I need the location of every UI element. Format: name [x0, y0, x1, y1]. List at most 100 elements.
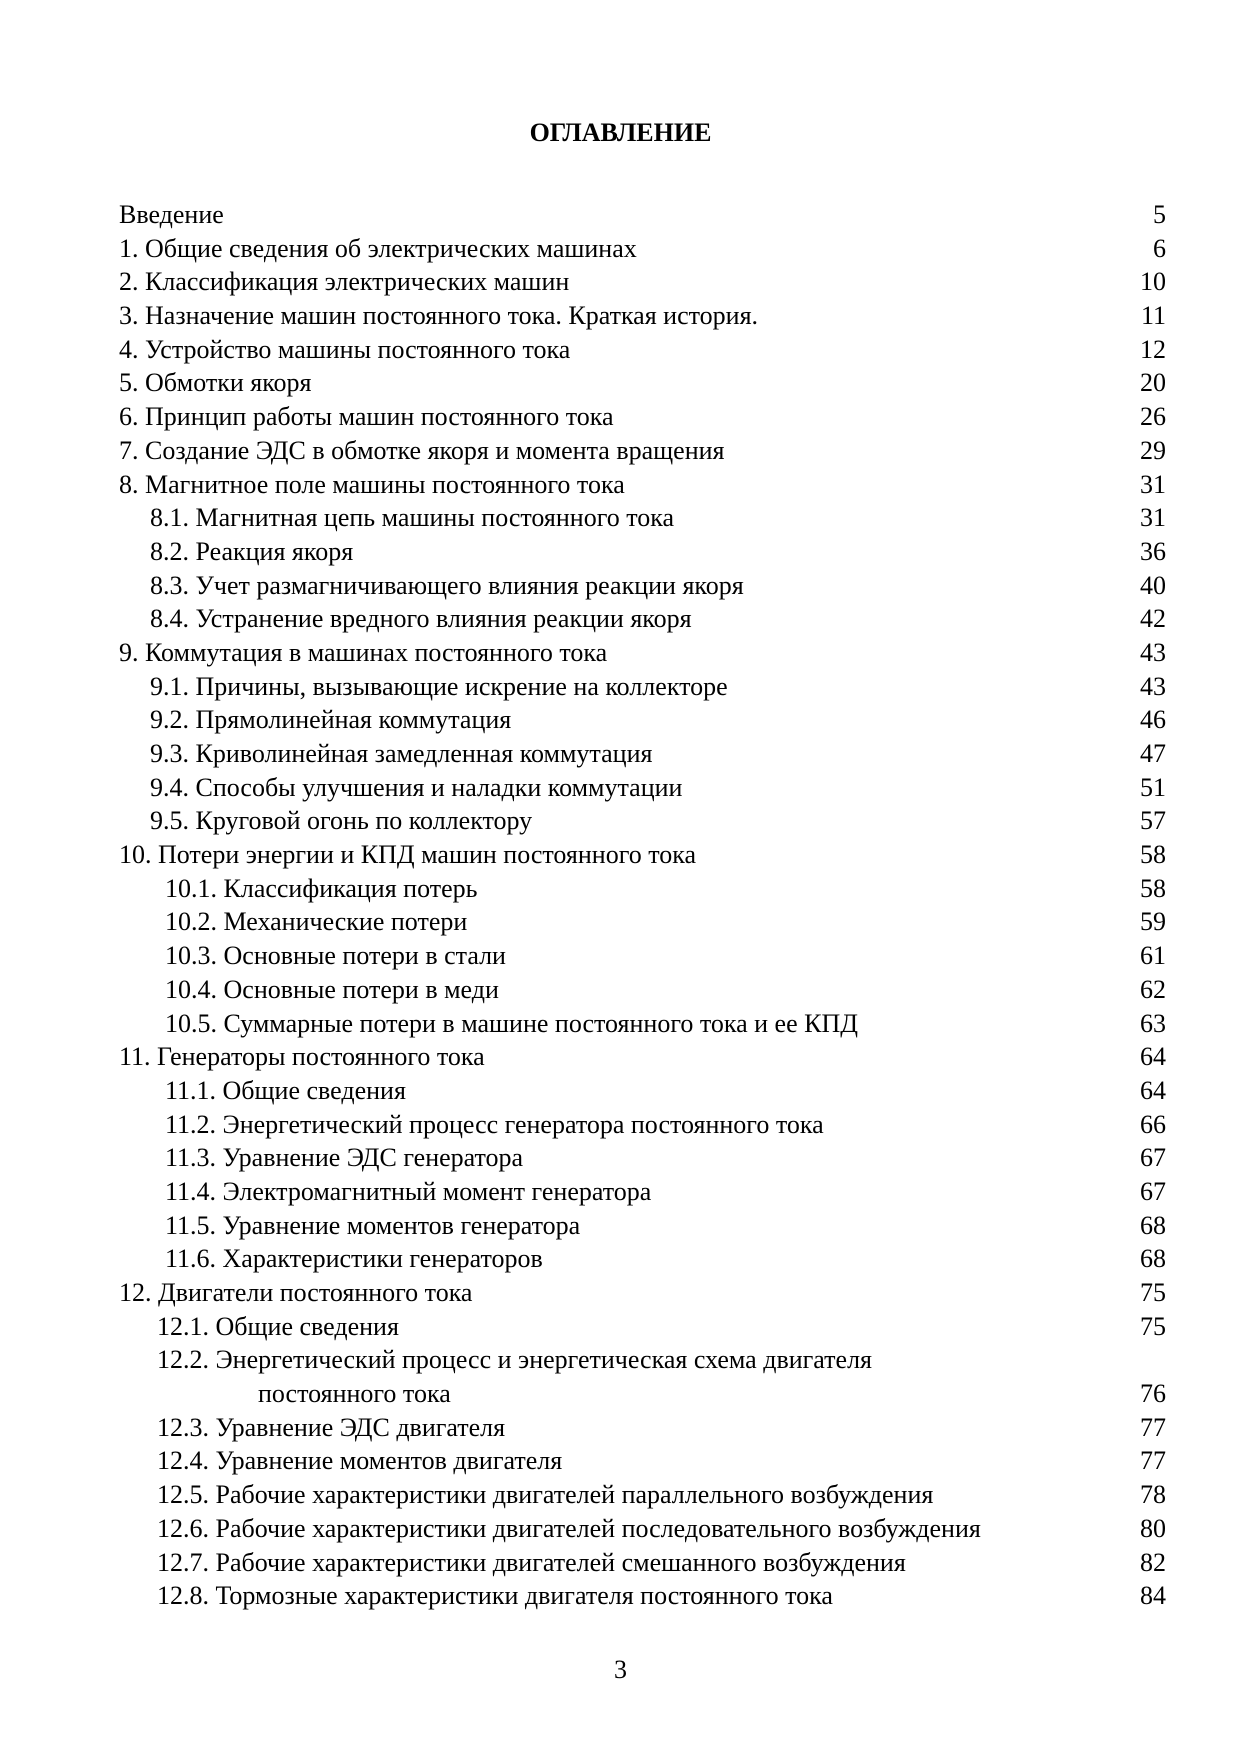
toc-entry-label: 8.3. Учет размагничивающего влияния реак… [150, 570, 744, 600]
toc-entry: 12.7. Рабочие характеристики двигателей … [119, 1546, 1166, 1580]
toc-entry-page: 64 [1140, 1075, 1166, 1105]
toc-entry: 10.4. Основные потери в меди 62 [119, 973, 1166, 1007]
toc-entry: 8.3. Учет размагничивающего влияния реак… [119, 569, 1166, 603]
toc-entry-label: 10.4. Основные потери в меди [165, 974, 499, 1004]
toc-entry-page: 61 [1140, 941, 1166, 971]
page-title: ОГЛАВЛЕНИЕ [529, 118, 712, 147]
toc-entry-label: 9.2. Прямолинейная коммутация [150, 705, 512, 735]
toc-entry-label: 2. Классификация электрических машин [119, 267, 570, 297]
toc-entry-page: 6 [1153, 233, 1166, 263]
toc-entry-page: 42 [1140, 604, 1166, 634]
toc-entry: 11.4. Электромагнитный момент генератора… [119, 1175, 1166, 1209]
toc-entry-page: 67 [1140, 1176, 1166, 1206]
toc-entry-label: 7. Создание ЭДС в обмотке якоря и момент… [119, 435, 725, 465]
toc-entry: 10.5. Суммарные потери в машине постоянн… [119, 1007, 1166, 1041]
toc-entry-label: 4. Устройство машины постоянного тока [119, 334, 571, 364]
toc-entry-label: 12.6. Рабочие характеристики двигателей … [157, 1513, 981, 1543]
toc-entry: 1. Общие сведения об электрических машин… [119, 232, 1166, 266]
toc-entry-label: 9.3. Криволинейная замедленная коммутаци… [150, 739, 653, 768]
toc-entry-page: 77 [1140, 1446, 1166, 1476]
toc-entry: 4. Устройство машины постоянного тока 12 [119, 333, 1166, 367]
toc-entry-label: 11.5. Уравнение моментов генератора [165, 1210, 581, 1240]
toc-entry-page: 75 [1140, 1311, 1166, 1341]
toc-entry: 12.4. Уравнение моментов двигателя 77 [119, 1444, 1166, 1478]
toc-entry-page: 47 [1140, 739, 1166, 768]
toc-entry: Введение 5 [119, 198, 1166, 232]
toc-entry: 9.2. Прямолинейная коммутация 46 [119, 703, 1166, 737]
toc-entry: 2. Классификация электрических машин 10 [119, 265, 1166, 299]
toc-entry-label: 12.2. Энергетический процесс и энергетич… [157, 1345, 873, 1375]
toc-entry-label: 11. Генераторы постоянного тока [119, 1042, 485, 1072]
toc-entry-label: 12.8. Тормозные характеристики двигателя… [157, 1581, 833, 1611]
toc-entry: 12.1. Общие сведения 75 [119, 1310, 1166, 1344]
toc-entry-label-continuation: постоянного тока [258, 1379, 451, 1409]
toc-entry: 10.3. Основные потери в стали 61 [119, 939, 1166, 973]
toc-entry: 11.3. Уравнение ЭДС генератора 67 [119, 1141, 1166, 1175]
toc-entry-page: 82 [1140, 1547, 1166, 1577]
toc-entry-label: 8.2. Реакция якоря [150, 536, 354, 566]
toc-entry-label: 9.4. Способы улучшения и наладки коммута… [150, 772, 683, 802]
toc-entry: 11.1. Общие сведения 64 [119, 1074, 1166, 1108]
toc-entry: 7. Создание ЭДС в обмотке якоря и момент… [119, 434, 1166, 468]
toc-entry-label: 11.2. Энергетический процесс генератора … [165, 1109, 824, 1139]
toc-entry-page: 11 [1140, 301, 1166, 331]
page-number: 3 [614, 1655, 627, 1684]
toc-entry-page: 29 [1140, 435, 1166, 465]
toc-entry: 11.5. Уравнение моментов генератора 68 [119, 1209, 1166, 1243]
toc-entry-page: 76 [1140, 1379, 1166, 1409]
toc-entry-label: 1. Общие сведения об электрических машин… [119, 233, 637, 263]
toc-entry: 9.5. Круговой огонь по коллектору 57 [119, 804, 1166, 838]
toc-entry-page: 64 [1140, 1042, 1166, 1072]
toc-entry-label: 12.4. Уравнение моментов двигателя [157, 1446, 563, 1476]
toc-entry: 11.2. Энергетический процесс генератора … [119, 1108, 1166, 1142]
toc-entry-label: 12.5. Рабочие характеристики двигателей … [157, 1480, 934, 1510]
toc-entry-page: 46 [1140, 705, 1166, 735]
toc-entry-label: 6. Принцип работы машин постоянного тока [119, 402, 614, 432]
toc-entry-page: 57 [1140, 806, 1166, 836]
toc-entry-label: 11.4. Электромагнитный момент генератора [165, 1176, 652, 1206]
toc-entry: 10.1. Классификация потерь 58 [119, 872, 1166, 906]
toc-entry-label: 12. Двигатели постоянного тока [119, 1278, 473, 1307]
toc-entry-page: 58 [1140, 873, 1166, 903]
toc-entry-label: 8.4. Устранение вредного влияния реакции… [150, 604, 692, 634]
toc-entry-label: 11.1. Общие сведения [165, 1075, 406, 1105]
toc-entry-page: 68 [1140, 1210, 1166, 1240]
toc-entry: 12.3. Уравнение ЭДС двигателя 77 [119, 1411, 1166, 1445]
toc-entry-label: 11.6. Характеристики генераторов [165, 1244, 543, 1274]
toc-entry-label: 8. Магнитное поле машины постоянного ток… [119, 469, 625, 499]
toc-entry-page: 62 [1140, 974, 1166, 1004]
toc-entry: 12.6. Рабочие характеристики двигателей … [119, 1512, 1166, 1546]
toc-entry: 10. Потери энергии и КПД машин постоянно… [119, 838, 1166, 872]
toc-entry-label: 12.3. Уравнение ЭДС двигателя [157, 1412, 506, 1442]
toc-entry-page: 75 [1140, 1278, 1166, 1307]
toc-entry-label: 10.3. Основные потери в стали [165, 941, 506, 971]
toc-entry-page: 78 [1140, 1480, 1166, 1510]
toc-entry-page: 43 [1140, 671, 1166, 701]
toc-entry-label: 9.1. Причины, вызывающие искрение на кол… [150, 671, 728, 701]
toc-entry-label: 11.3. Уравнение ЭДС генератора [165, 1143, 524, 1173]
toc-entry: 5. Обмотки якоря 20 [119, 366, 1166, 400]
toc-entry-page: 12 [1140, 334, 1166, 364]
table-of-contents: Введение 5 1. Общие сведения об электричес… [119, 198, 1166, 1613]
toc-entry: 12. Двигатели постоянного тока 75 [119, 1276, 1166, 1310]
toc-entry: 8.4. Устранение вредного влияния реакции… [119, 602, 1166, 636]
toc-entry-continuation: постоянного тока 76 [119, 1377, 1166, 1411]
toc-entry-label: 10. Потери энергии и КПД машин постоянно… [119, 840, 697, 870]
toc-entry: 9. Коммутация в машинах постоянного тока… [119, 636, 1166, 670]
toc-entry: 12.2. Энергетический процесс и энергетич… [119, 1343, 1166, 1377]
toc-entry-page: 31 [1140, 503, 1166, 533]
toc-entry-label: 9.5. Круговой огонь по коллектору [150, 806, 533, 836]
toc-entry-page: 26 [1140, 402, 1166, 432]
toc-entry-page: 31 [1140, 469, 1166, 499]
toc-entry-page: 68 [1140, 1244, 1166, 1274]
toc-entry-page: 10 [1140, 267, 1166, 297]
toc-entry-label: 10.2. Механические потери [165, 907, 468, 937]
toc-entry: 8.2. Реакция якоря 36 [119, 535, 1166, 569]
toc-entry-label: 10.1. Классификация потерь [165, 873, 478, 903]
toc-entry-label: 10.5. Суммарные потери в машине постоянн… [165, 1008, 858, 1038]
toc-entry-label: Введение [119, 200, 224, 229]
toc-entry-page: 40 [1140, 570, 1166, 600]
toc-entry-page: 84 [1140, 1581, 1166, 1611]
toc-entry-page: 5 [1153, 200, 1166, 229]
toc-entry: 9.4. Способы улучшения и наладки коммута… [119, 771, 1166, 805]
